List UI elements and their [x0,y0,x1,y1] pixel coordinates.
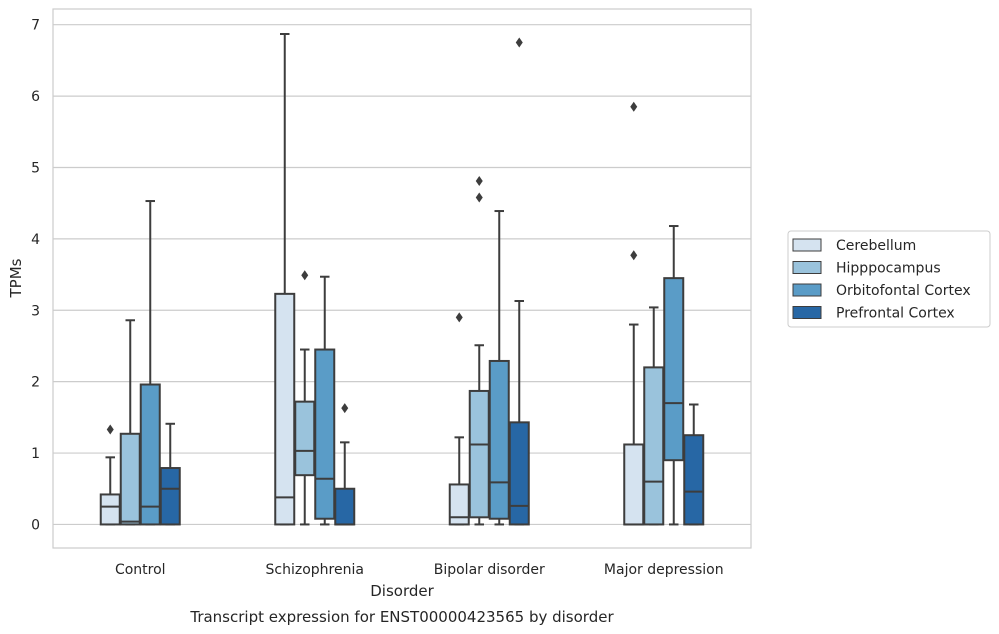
outlier-point [475,176,483,187]
box-iqr [99,493,121,526]
box-group [468,176,490,526]
outlier-point [475,192,483,203]
y-tick-label: 7 [31,18,40,34]
y-tick-label: 1 [31,446,40,462]
box-group [623,101,645,526]
box-iqr [334,487,356,526]
box-group [663,225,685,526]
legend-swatch [792,238,822,252]
legend-label: Prefrontal Cortex [836,306,955,322]
box-group [448,312,470,526]
box-iqr [274,292,296,526]
outlier-point [630,250,638,261]
y-tick-label: 6 [31,89,40,105]
box-iqr [294,400,316,477]
y-tick-label: 2 [31,375,40,391]
y-tick-label: 4 [31,232,40,248]
outlier-point [341,403,349,414]
box-iqr [683,434,705,526]
y-tick-label: 0 [31,517,40,533]
box-group [683,403,705,526]
box-iqr [159,467,181,526]
y-axis-title: TPMs [7,258,25,298]
boxes [99,32,705,526]
outlier-point [455,312,463,323]
y-tick-label: 5 [31,160,40,176]
box-iqr [623,443,645,526]
box-group [274,32,296,526]
legend-label: Cerebellum [836,238,916,254]
box-iqr [119,432,141,526]
legend: Cerebellum Hipppocampus Orbitofontal Corte… [787,230,991,328]
box-group [334,403,356,526]
box-iqr [488,359,510,520]
box-iqr [314,348,336,520]
x-axis-title: Disorder [370,582,434,600]
outlier-point [630,101,638,112]
chart-caption: Transcript expression for ENST0000042356… [189,608,614,626]
box-iqr [139,383,161,526]
box-group [139,200,161,526]
legend-swatch [792,261,822,274]
box-iqr [663,277,685,462]
x-tick-label: Major depression [604,562,724,578]
outlier-point [106,424,114,435]
x-tick-label: Control [115,562,166,578]
x-tick-label: Schizophrenia [266,562,364,578]
x-tick-labels: Control Schizophrenia Bipolar disorder Majo… [115,562,724,578]
legend-swatch [792,306,822,319]
y-tick-labels: 0 1 2 3 4 5 6 7 [31,18,40,534]
legend-label: Hipppocampus [836,261,941,277]
box-iqr [643,366,665,526]
box-group [488,210,510,526]
box-group [159,422,181,526]
box-iqr [468,389,490,519]
legend-frame [787,230,991,328]
box-group [119,319,141,526]
box-group [99,424,121,526]
box-group [643,306,665,526]
legend-label: Orbitofontal Cortex [836,283,971,299]
box-group [294,270,316,526]
y-tick-label: 3 [31,303,40,319]
outlier-point [515,37,523,48]
box-iqr [508,421,530,526]
box-group [508,37,530,526]
box-iqr [448,483,470,526]
x-tick-label: Bipolar disorder [434,562,545,578]
legend-swatch [792,283,822,297]
box-group [314,275,336,526]
plot-frame [52,8,752,549]
outlier-point [301,270,309,281]
